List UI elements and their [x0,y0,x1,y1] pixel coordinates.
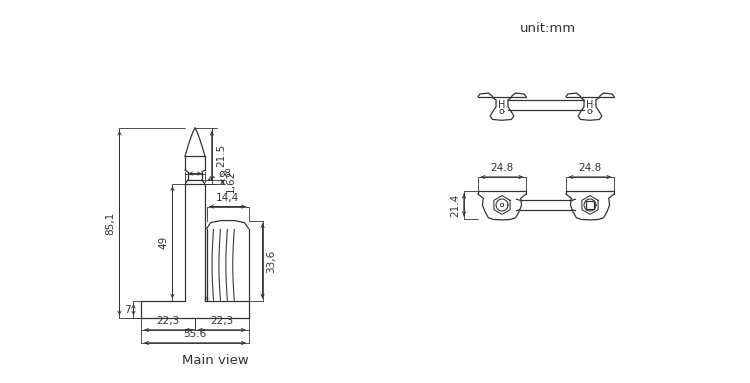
Text: unit:mm: unit:mm [520,21,576,34]
Text: H: H [498,100,506,110]
Text: 21.4: 21.4 [450,193,460,217]
Text: Main view: Main view [182,354,248,367]
Text: 85,1: 85,1 [106,211,116,235]
Text: ø8: ø8 [219,169,232,178]
Text: 55.6: 55.6 [184,329,207,339]
Text: 33,6: 33,6 [266,249,277,273]
Text: 14,4: 14,4 [216,193,239,203]
Text: 21.5: 21.5 [216,144,226,167]
Text: 22,3: 22,3 [210,316,233,326]
Text: 24.8: 24.8 [578,163,602,173]
Text: 7: 7 [124,304,130,314]
Text: 22,3: 22,3 [157,316,180,326]
Text: 1,62: 1,62 [226,170,236,193]
Text: 49: 49 [158,236,169,249]
Text: 24.8: 24.8 [490,163,514,173]
Text: H: H [586,100,594,110]
